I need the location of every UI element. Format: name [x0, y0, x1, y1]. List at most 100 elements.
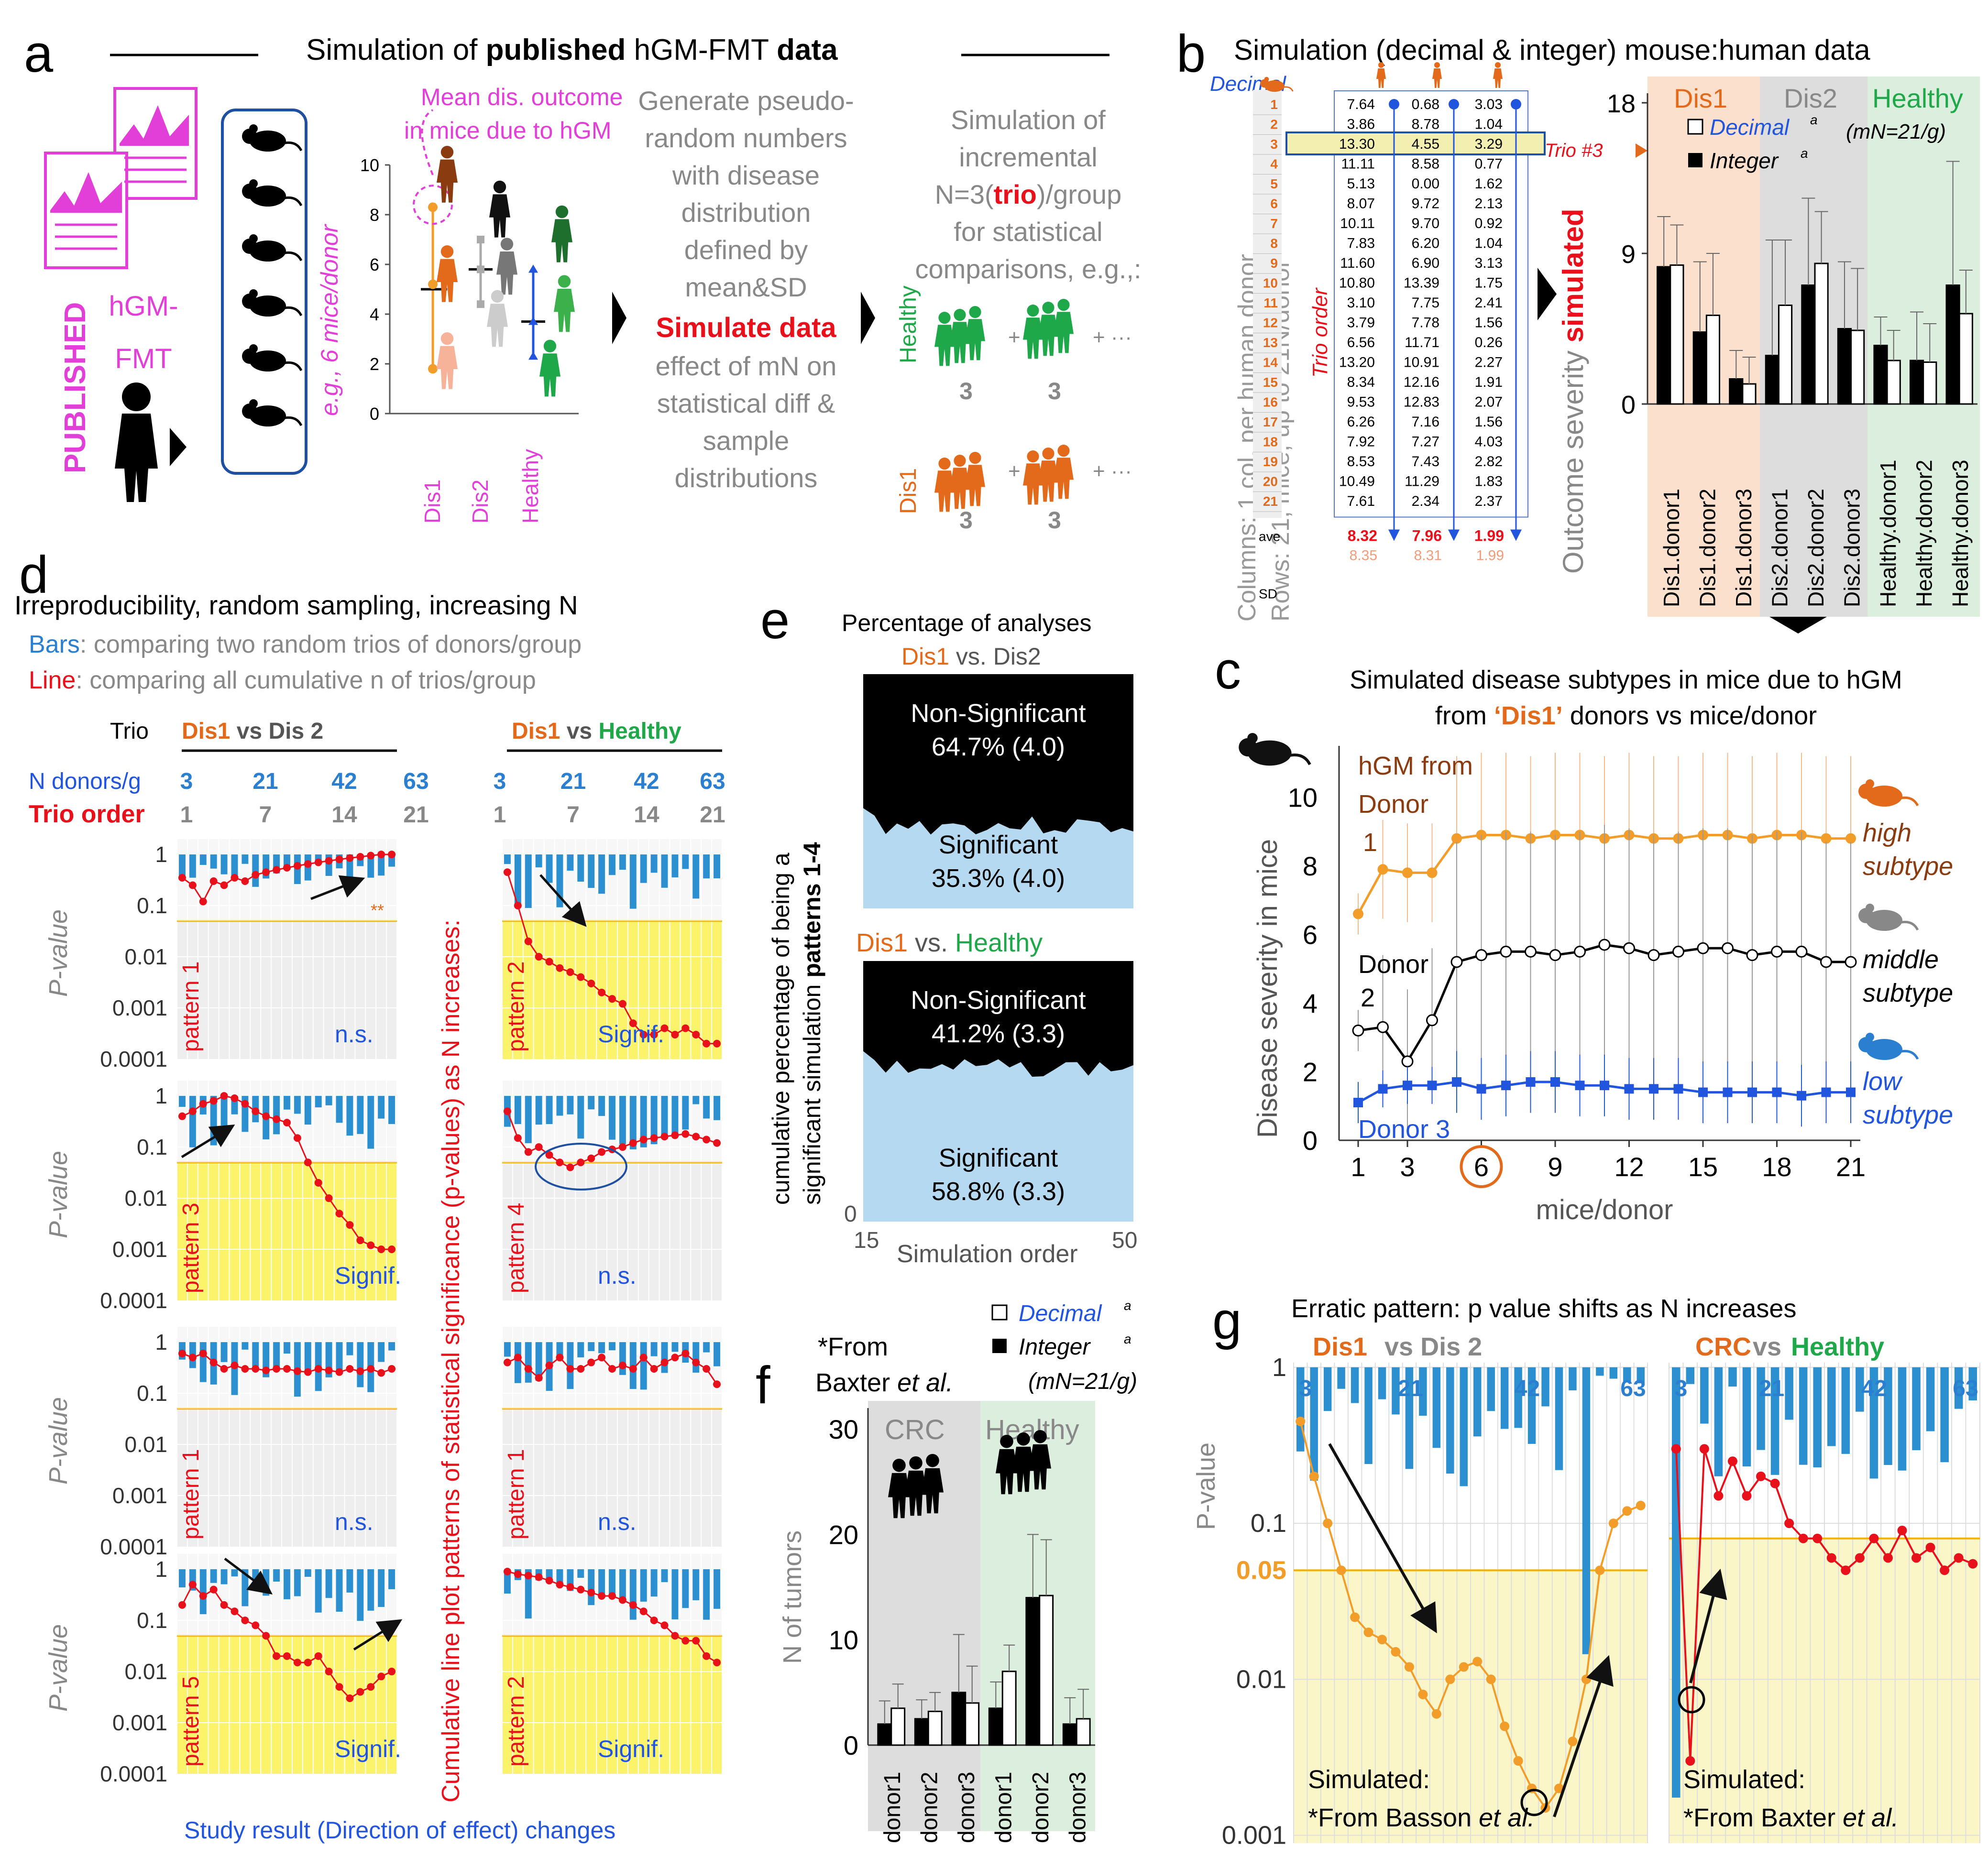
- table-cell: 8.34: [1347, 374, 1375, 390]
- p-value-bar: [556, 1096, 563, 1116]
- cumulative-p-point: [283, 1119, 291, 1127]
- dis1-label: Dis1: [896, 468, 921, 514]
- data-point: [1450, 956, 1463, 968]
- trend-arrow: [1328, 1443, 1437, 1634]
- cumulative-p-point: [367, 1683, 375, 1691]
- ellipsis: + ···: [1093, 326, 1132, 349]
- table-cell: 11.11: [1341, 156, 1375, 172]
- cumulative-p-point: [577, 1365, 585, 1373]
- subtype-label: subtype: [1863, 1101, 1953, 1129]
- table-cell: 1.56: [1475, 414, 1503, 430]
- cumulative-p-point: [681, 1637, 690, 1645]
- result-label: Signif.: [335, 1736, 401, 1762]
- x-category-label: Healthy.donor1: [1876, 459, 1900, 607]
- pattern-label: pattern 1: [178, 1449, 204, 1540]
- p-value-bar: [252, 854, 259, 887]
- right-header-b: vs: [1753, 1333, 1781, 1361]
- incremental-text-line: incremental: [959, 142, 1097, 172]
- mn-note: (mN=21/g): [1846, 120, 1946, 143]
- cumulative-p-point: [188, 1354, 197, 1362]
- person-icon: [1023, 450, 1043, 505]
- y-axis-label: Disease severity in mice: [1252, 839, 1283, 1138]
- cumulative-p-point: [388, 1668, 396, 1676]
- cumulative-p-point: [262, 1632, 270, 1640]
- data-point: [528, 317, 538, 325]
- mouse-icon: [242, 399, 303, 426]
- cumulative-p-point: [178, 1349, 186, 1357]
- cumulative-p-point: [220, 1365, 228, 1373]
- table-cell: 7.16: [1412, 414, 1439, 430]
- cumulative-p-point: [199, 1100, 207, 1108]
- cumulative-p-point: [598, 1148, 606, 1156]
- cumulative-p-point: [283, 863, 291, 872]
- data-point: [528, 351, 538, 360]
- cumulative-p-point: [713, 1139, 721, 1147]
- table-cell: 10.49: [1339, 474, 1375, 490]
- bar-integer: [951, 1692, 967, 1746]
- table-cell: 3.29: [1475, 136, 1503, 152]
- highlight-ellipse: [535, 1143, 627, 1191]
- data-point: [1722, 942, 1734, 954]
- p-value-bar: [304, 1096, 311, 1125]
- cumulative-p-point: [608, 995, 616, 1003]
- row-index: 18: [1263, 435, 1278, 449]
- table-cell: 7.78: [1412, 315, 1439, 331]
- p-value-bar: [1582, 1367, 1591, 1654]
- y-axis-label: P-value: [1192, 1442, 1220, 1530]
- trend-arrow: [181, 1124, 235, 1158]
- cumulative-p-point: [587, 979, 595, 987]
- row-index: 17: [1263, 415, 1278, 429]
- cumulative-p-point: [199, 897, 207, 906]
- p-value-bar: [619, 1096, 626, 1144]
- p-value-bar: [1500, 1367, 1509, 1429]
- p-value-bar: [1323, 1367, 1332, 1411]
- p-value-bar: [535, 1096, 542, 1125]
- p-value-bar: [714, 854, 720, 879]
- x-tick-label: 21: [1836, 1152, 1866, 1182]
- data-point: [1771, 945, 1783, 958]
- cumulative-p-point: [262, 868, 270, 876]
- y-tick-label: 8: [370, 205, 379, 225]
- n-donor-tick: 42: [1861, 1376, 1887, 1401]
- x-axis-label: mice/donor: [1536, 1194, 1673, 1225]
- table-cell: 1.83: [1475, 474, 1503, 490]
- panel-d-right-header: Dis1 vs Healthy: [512, 719, 681, 744]
- ave-value: 7.96: [1412, 527, 1442, 545]
- n-donors-label: N donors/g: [29, 769, 141, 794]
- trio-count: 3: [1048, 507, 1061, 534]
- table-cell: 2.27: [1475, 355, 1503, 371]
- y-axis-label: P-value: [44, 1624, 73, 1712]
- cumulative-p-point: [346, 1365, 354, 1373]
- cumulative-p-point: [1883, 1553, 1893, 1563]
- cumulative-p-point: [262, 1112, 270, 1120]
- p-value-bar: [546, 1096, 553, 1125]
- x-tick-label: 1: [1351, 1152, 1365, 1182]
- p-value-bar: [650, 1569, 658, 1597]
- table-cell: 11.60: [1340, 255, 1375, 271]
- data-point: [1401, 1055, 1414, 1068]
- cumulative-p-point: [1727, 1456, 1737, 1466]
- cumulative-p-point: [220, 1092, 228, 1100]
- ns-label: Non-Significant: [911, 986, 1086, 1015]
- p-value-bar: [189, 1096, 196, 1147]
- text-span: N=3(: [935, 179, 994, 209]
- p-value-bar: [525, 854, 532, 908]
- ellipsis: + ···: [1093, 459, 1132, 483]
- cumulative-p-point: [314, 1365, 322, 1373]
- row-index: 13: [1263, 335, 1278, 350]
- cumulative-p-point: [1309, 1471, 1319, 1481]
- cumulative-p-point: [367, 852, 375, 860]
- data-point: [1649, 1084, 1658, 1094]
- data-point: [1624, 1084, 1634, 1094]
- p-value-bar: [336, 1569, 343, 1612]
- p-value-bar: [325, 1569, 332, 1598]
- sig-value: 58.8% (3.3): [932, 1177, 1065, 1206]
- trend-arrow: [224, 1558, 273, 1595]
- legend-integer-label: Integer: [1019, 1334, 1091, 1360]
- person-icon: [1054, 299, 1074, 353]
- p-value-bar: [661, 1096, 668, 1139]
- x-category-label: donor3: [1065, 1772, 1090, 1843]
- cumulative-p-point: [209, 1358, 218, 1366]
- p-value-bar: [577, 1342, 584, 1357]
- person-icon: [437, 146, 458, 203]
